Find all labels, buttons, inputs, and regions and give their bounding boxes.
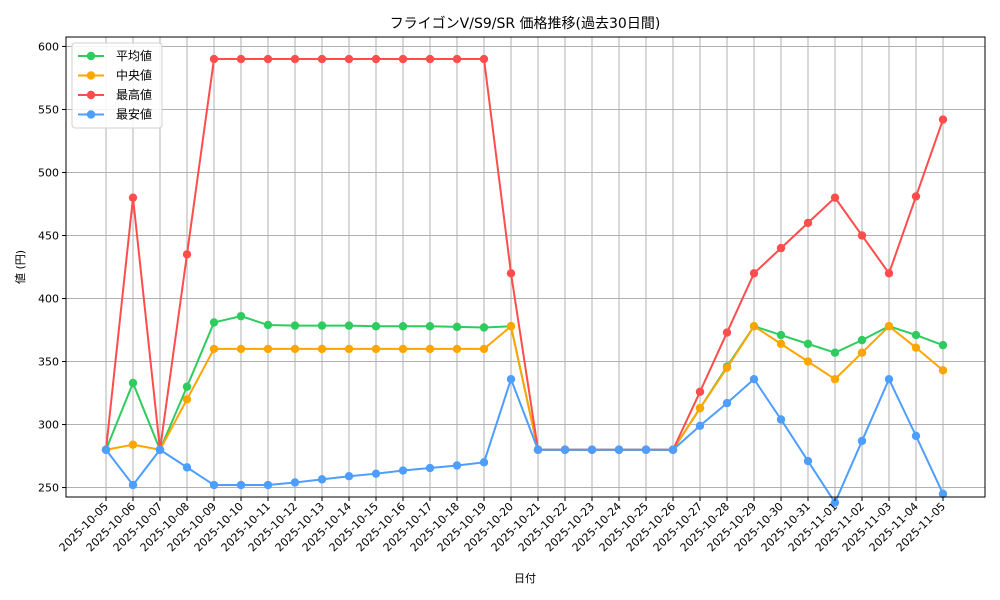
chart-title: フライゴンV/S9/SR 価格推移(過去30日間) bbox=[390, 15, 661, 32]
y-tick-label: 500 bbox=[38, 166, 59, 179]
series-平均値 bbox=[101, 311, 948, 454]
y-tick-label: 600 bbox=[38, 40, 59, 53]
y-axis-label: 値 (円) bbox=[14, 250, 27, 284]
legend-item: 最高値 bbox=[78, 87, 152, 102]
y-tick-label: 350 bbox=[38, 356, 59, 369]
svg-text:中央値: 中央値 bbox=[116, 68, 152, 83]
series-lines bbox=[101, 54, 948, 507]
y-tick-label: 450 bbox=[38, 229, 59, 242]
legend-item: 最安値 bbox=[78, 107, 152, 122]
y-axis-ticks: 250 300 350 400 450 500 550 600 bbox=[38, 40, 66, 495]
svg-text:最安値: 最安値 bbox=[116, 107, 152, 122]
plot-frame bbox=[65, 36, 986, 498]
y-tick-label: 250 bbox=[38, 482, 59, 495]
svg-text:最高値: 最高値 bbox=[116, 87, 152, 102]
x-axis-ticks: 2025-10-052025-10-062025-10-072025-10-08… bbox=[57, 497, 948, 554]
x-axis-label: 日付 bbox=[514, 572, 536, 585]
y-tick-label: 300 bbox=[38, 419, 59, 432]
series-最安値 bbox=[101, 374, 948, 507]
legend-item: 平均値 bbox=[78, 48, 152, 63]
grid-lines bbox=[66, 37, 985, 497]
svg-text:平均値: 平均値 bbox=[116, 48, 152, 63]
series-中央値 bbox=[101, 322, 948, 454]
y-tick-label: 550 bbox=[38, 103, 59, 116]
series-最高値 bbox=[101, 54, 948, 454]
y-tick-label: 400 bbox=[38, 293, 59, 306]
legend-item: 中央値 bbox=[78, 68, 152, 83]
